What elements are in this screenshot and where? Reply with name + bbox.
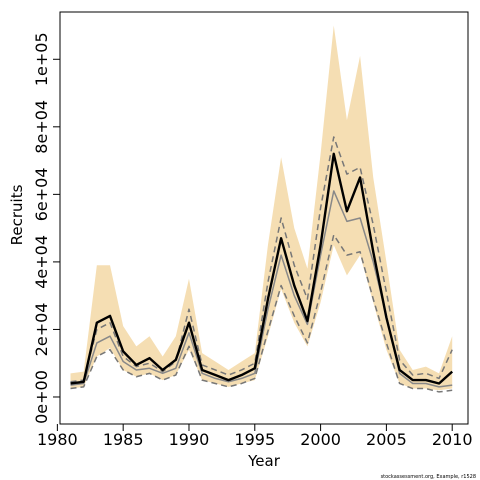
y-tick-label: 1e+05 — [32, 32, 51, 86]
x-tick-label: 1980 — [37, 430, 78, 449]
y-axis-title: Recruits — [8, 184, 26, 245]
y-tick-label: 0e+00 — [32, 370, 51, 424]
plot-area — [70, 25, 454, 393]
confidence-band — [70, 25, 453, 391]
x-tick-label: 2000 — [300, 430, 341, 449]
y-tick-label: 6e+04 — [32, 167, 51, 221]
y-tick-label: 8e+04 — [32, 100, 51, 154]
y-tick-label: 2e+04 — [32, 303, 51, 357]
x-tick-label: 1995 — [234, 430, 275, 449]
x-tick-label: 2005 — [366, 430, 407, 449]
y-axis: 0e+00 2e+04 4e+04 6e+04 8e+04 1e+05 — [32, 32, 60, 424]
x-axis: 1980 1985 1990 1995 2000 2005 2010 — [37, 424, 473, 449]
footnote: stockassessment.org, Example, r1528 — [381, 474, 476, 480]
plot-frame — [59, 11, 469, 425]
x-tick-label: 1985 — [103, 430, 144, 449]
dashed-upper-line — [70, 136, 453, 383]
x-tick-label: 1990 — [169, 430, 210, 449]
x-axis-title: Year — [247, 452, 281, 470]
y-tick-label: 4e+04 — [32, 235, 51, 289]
x-tick-label: 2010 — [432, 430, 473, 449]
estimate-line — [70, 152, 454, 385]
